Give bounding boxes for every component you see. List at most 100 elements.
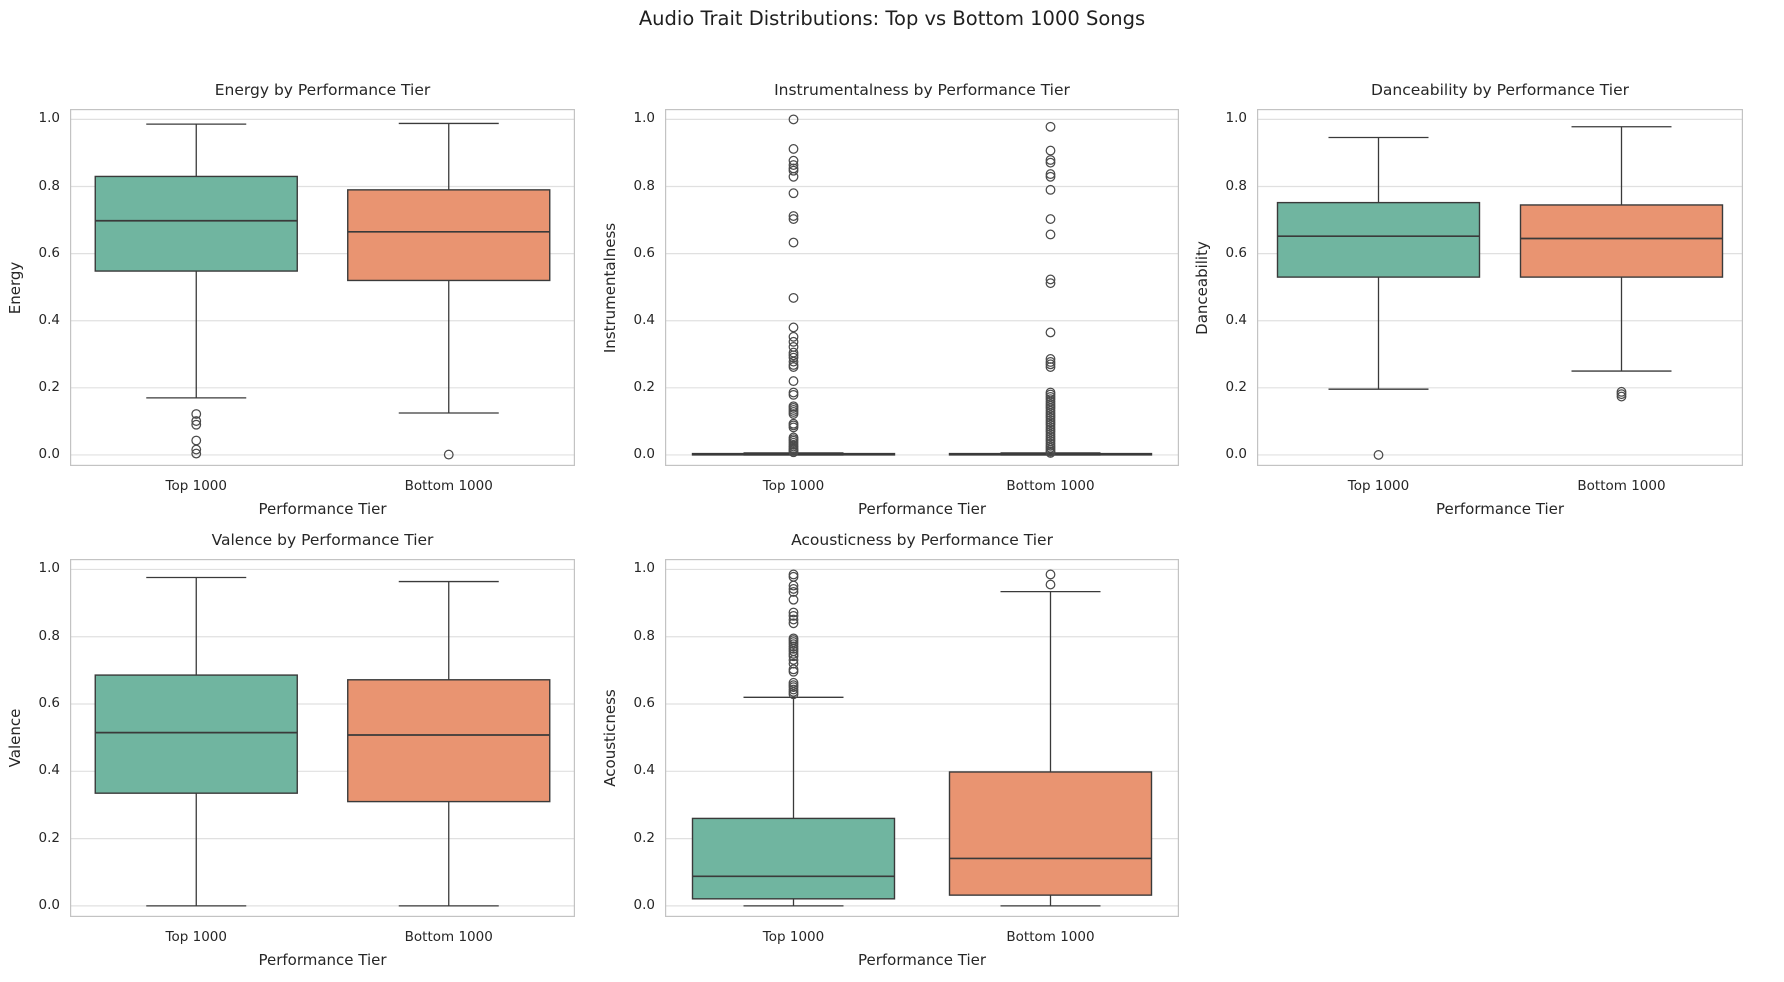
axes-energy: [70, 109, 575, 466]
y-tick-label: 1.0: [633, 110, 655, 127]
y-tick-label: 0.4: [633, 311, 655, 328]
outlier-point: [788, 594, 799, 605]
outlier-point: [788, 618, 799, 629]
figure-title: Audio Trait Distributions: Top vs Bottom…: [638, 7, 1146, 30]
outlier-point: [788, 409, 799, 419]
outlier-point: [788, 587, 799, 597]
boxplot-bottom-1000: [347, 122, 551, 460]
y-tick-label: 0.6: [38, 695, 60, 712]
y-tick-label: 0.8: [633, 627, 655, 644]
outlier-point: [788, 155, 799, 166]
x-tick-label-bottom-1000: Bottom 1000: [404, 478, 493, 494]
axes-frame: [665, 109, 1179, 466]
outlier-point: [1045, 278, 1056, 289]
boxplot-bottom-1000: [1519, 126, 1724, 402]
outlier-point: [1045, 579, 1056, 590]
y-tick-label: 0.8: [1225, 177, 1247, 194]
boxplot-bottom-1000: [948, 569, 1153, 907]
y-tick-label: 0.8: [633, 177, 655, 194]
y-axis-label-instrumentalness: Instrumentalness: [601, 222, 619, 353]
outlier-point: [788, 322, 799, 333]
y-tick-label: 0.6: [633, 695, 655, 712]
y-tick-label: 1.0: [633, 560, 655, 577]
outlier-point: [788, 211, 799, 221]
y-tick-label: 0.0: [38, 896, 60, 913]
outlier-point: [788, 447, 799, 458]
box-top-1000: [94, 175, 298, 272]
outlier-point: [788, 655, 799, 665]
y-tick-label: 0.6: [38, 244, 60, 261]
box-top-1000: [94, 674, 298, 794]
outlier-point: [1045, 362, 1056, 372]
x-axis-label-valence: Performance Tier: [258, 951, 387, 969]
outlier-point: [788, 580, 799, 591]
outlier-point: [788, 336, 799, 347]
outlier-point: [1045, 145, 1056, 156]
y-tick-label: 0.4: [38, 311, 60, 328]
subplot-title-instrumentalness: Instrumentalness by Performance Tier: [774, 81, 1070, 99]
outlier-point: [788, 214, 799, 224]
y-tick-label: 0.6: [633, 244, 655, 261]
y-tick-label: 0.2: [38, 378, 60, 395]
boxplot-top-1000: [94, 576, 298, 907]
box-bottom-1000: [347, 189, 551, 282]
y-tick-label: 0.0: [633, 445, 655, 462]
y-tick-label: 1.0: [1225, 110, 1247, 127]
y-tick-label: 0.0: [1225, 445, 1247, 462]
outlier-point: [788, 389, 799, 400]
axes-frame: [70, 109, 575, 466]
outlier-point: [788, 422, 799, 433]
boxplot-bottom-1000: [948, 121, 1153, 458]
outlier-point: [788, 584, 799, 594]
x-axis-label-energy: Performance Tier: [258, 500, 387, 518]
boxplot-top-1000: [1276, 136, 1481, 460]
axes-acousticness: [665, 559, 1179, 917]
outlier-point: [788, 352, 799, 363]
outlier-point: [191, 444, 202, 455]
outlier-point: [788, 237, 799, 248]
y-tick-label: 1.0: [38, 560, 60, 577]
outlier-point: [191, 409, 202, 419]
outlier-point: [788, 165, 799, 176]
y-tick-label: 0.4: [38, 762, 60, 779]
subplot-title-danceability: Danceability by Performance Tier: [1370, 81, 1630, 99]
x-tick-label-top-1000: Top 1000: [165, 478, 227, 494]
outlier-point: [788, 607, 799, 618]
box-bottom-1000: [1519, 204, 1724, 278]
x-tick-label-bottom-1000: Bottom 1000: [1006, 478, 1095, 494]
outlier-point: [1045, 184, 1056, 195]
x-axis-label-instrumentalness: Performance Tier: [857, 500, 987, 518]
outlier-point: [788, 114, 799, 125]
axes-instrumentalness: [665, 109, 1179, 466]
x-axis-label-danceability: Performance Tier: [1435, 500, 1565, 518]
boxplot-top-1000: [691, 569, 896, 907]
x-tick-label-top-1000: Top 1000: [762, 929, 825, 945]
outlier-point: [1045, 359, 1056, 370]
subplot-title-energy: Energy by Performance Tier: [214, 81, 431, 99]
box-bottom-1000: [948, 771, 1153, 896]
y-tick-label: 0.0: [38, 445, 60, 462]
y-tick-label: 0.0: [633, 896, 655, 913]
y-tick-label: 0.2: [633, 829, 655, 846]
y-tick-label: 0.8: [38, 177, 60, 194]
outlier-point: [1045, 229, 1056, 240]
x-axis-label-acousticness: Performance Tier: [857, 951, 987, 969]
outlier-point: [1616, 391, 1627, 402]
outlier-point: [788, 292, 799, 303]
y-tick-label: 0.2: [633, 378, 655, 395]
y-tick-label: 0.2: [1225, 378, 1247, 395]
outlier-point: [788, 171, 799, 182]
outlier-point: [788, 376, 799, 387]
outlier-point: [788, 362, 799, 372]
outlier-point: [788, 331, 799, 342]
y-tick-label: 1.0: [38, 110, 60, 127]
subplot-title-acousticness: Acousticness by Performance Tier: [791, 531, 1053, 549]
x-tick-label-bottom-1000: Bottom 1000: [404, 929, 493, 945]
outlier-point: [1045, 214, 1056, 224]
outlier-point: [191, 435, 202, 446]
axes-valence: [70, 559, 575, 917]
outlier-point: [1045, 447, 1056, 458]
x-tick-label-bottom-1000: Bottom 1000: [1577, 478, 1666, 494]
x-tick-label-top-1000: Top 1000: [165, 929, 227, 945]
outlier-point: [1045, 569, 1056, 580]
